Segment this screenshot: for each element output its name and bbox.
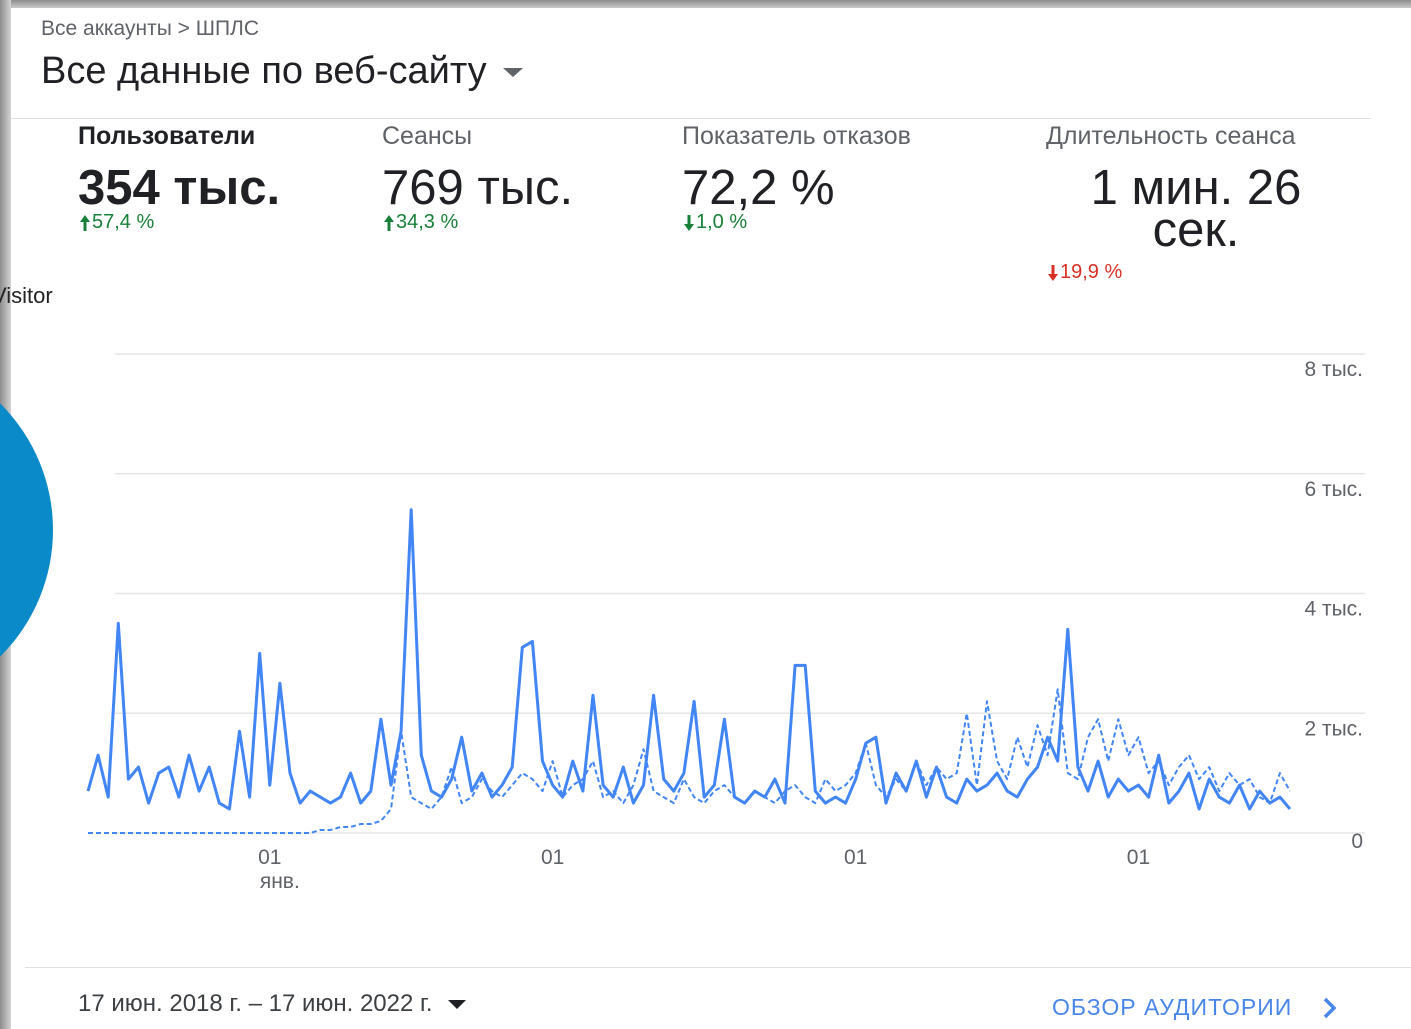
y-tick-label: 4 тыс. <box>1304 598 1363 621</box>
change-text: 57,4 % <box>92 211 155 233</box>
y-tick-label: 6 тыс. <box>1304 478 1363 501</box>
x-tick-sublabel: янв. <box>260 870 300 893</box>
dropdown-arrow <box>447 1000 466 1009</box>
data-line <box>86 508 1292 811</box>
x-tick-label: 01 <box>258 846 281 869</box>
metric-value: 769 тыс. <box>382 161 574 215</box>
metric-value: 1 мин. 26 сек. <box>1090 161 1302 257</box>
link-text: ОБЗОР АУДИТОРИИ <box>1052 994 1293 1020</box>
metric[interactable]: Показатель отказов 72,2 % 1,0 % <box>682 120 1012 300</box>
trend-arrow <box>1048 264 1058 281</box>
metric-change: 34,3 % <box>382 211 712 234</box>
date-range[interactable]: 17 июн. 2018 г. – 17 июн. 2022 г. <box>78 990 467 1018</box>
x-tick-label: 01 <box>844 846 867 869</box>
metric-value: 72,2 % <box>682 161 835 215</box>
view-title: Все данные по веб-сайту <box>41 50 487 92</box>
metric-label: Показатель отказов <box>682 122 911 150</box>
trend-arrow <box>80 214 90 231</box>
metric[interactable]: Пользователи 354 тыс. 57,4 % <box>78 120 408 300</box>
overlay-circle <box>0 403 53 657</box>
metric-label: Пользователи <box>78 122 256 150</box>
y-tick-label: 0 <box>1351 830 1363 853</box>
metric[interactable]: Сеансы 769 тыс. 34,3 % <box>382 120 712 300</box>
overlay-text: Visitor <box>0 283 53 308</box>
dropdown-arrow <box>502 67 523 77</box>
top-border <box>0 0 1411 8</box>
metric-change: 19,9 % <box>1046 261 1376 284</box>
breadcrumb[interactable]: Все аккаунты > ШПЛС <box>41 17 260 40</box>
metric-value: 354 тыс. <box>78 161 281 215</box>
change-text: 34,3 % <box>396 211 459 233</box>
view-selector[interactable]: Все данные по веб-сайту <box>41 50 525 93</box>
metric-change: 57,4 % <box>78 211 408 234</box>
change-text: 1,0 % <box>696 211 748 233</box>
metric-label: Длительность сеанса <box>1046 122 1296 150</box>
x-tick-label: 01 <box>1127 846 1150 869</box>
change-text: 19,9 % <box>1060 261 1123 283</box>
metric[interactable]: Длительность сеанса 1 мин. 26 сек. 19,9 % <box>1046 120 1376 300</box>
date-range-text: 17 июн. 2018 г. – 17 июн. 2022 г. <box>78 990 433 1017</box>
divider <box>25 967 1411 968</box>
metric-label: Сеансы <box>382 122 473 150</box>
trend-arrow <box>384 214 394 231</box>
y-tick-label: 8 тыс. <box>1304 358 1363 381</box>
metric-change: 1,0 % <box>682 211 1012 234</box>
trend-arrow <box>684 214 694 231</box>
x-tick-label: 01 <box>541 846 564 869</box>
previous-line <box>88 688 1291 834</box>
y-tick-label: 2 тыс. <box>1304 717 1363 740</box>
audience-link[interactable]: ОБЗОР АУДИТОРИИ <box>1052 994 1340 1021</box>
divider <box>11 118 1371 119</box>
chevron <box>1324 997 1337 1018</box>
